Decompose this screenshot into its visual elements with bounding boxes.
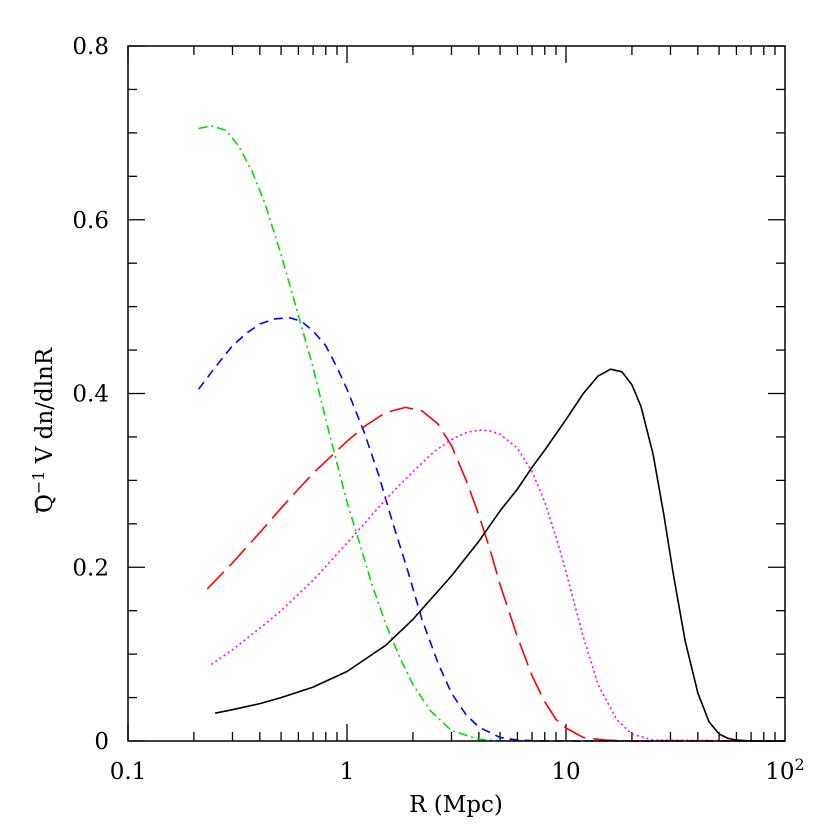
- tick-labels: 0.1 1 10 102 0 0.2 0.4 0.6 0.8: [72, 34, 804, 785]
- y-tick-label: 0.2: [72, 555, 109, 581]
- y-tick-label: 0.6: [72, 208, 109, 234]
- y-tick-label: 0.4: [72, 382, 109, 408]
- x-axis-label: R (Mpc): [409, 792, 503, 818]
- y-tick-label: 0.8: [72, 34, 109, 60]
- series-line-5: [214, 368, 785, 742]
- series-group: [197, 125, 786, 742]
- x-tick-label: 102: [765, 755, 804, 785]
- x-tick-label: 0.1: [110, 759, 147, 785]
- series-line-4: [210, 429, 786, 742]
- y-axis-label-sup: −1: [29, 471, 48, 495]
- series-line-1: [198, 125, 785, 742]
- y-tick-label: 0: [94, 729, 109, 755]
- x-tick-label: 1: [340, 759, 355, 785]
- x-tick-label: 10: [551, 759, 580, 785]
- y-axis-label-main: Q: [32, 494, 58, 513]
- axis-ticks: [127, 45, 785, 742]
- y-axis-label: Q−1 V dn/dlnR: [29, 347, 58, 513]
- y-axis-label-rest: V dn/dlnR: [32, 347, 58, 470]
- svg-text:Q−1 V dn/dlnR: Q−1 V dn/dlnR: [29, 347, 58, 513]
- series-line-2: [197, 317, 785, 742]
- series-line-3: [206, 406, 785, 742]
- plot-frame: [127, 45, 786, 742]
